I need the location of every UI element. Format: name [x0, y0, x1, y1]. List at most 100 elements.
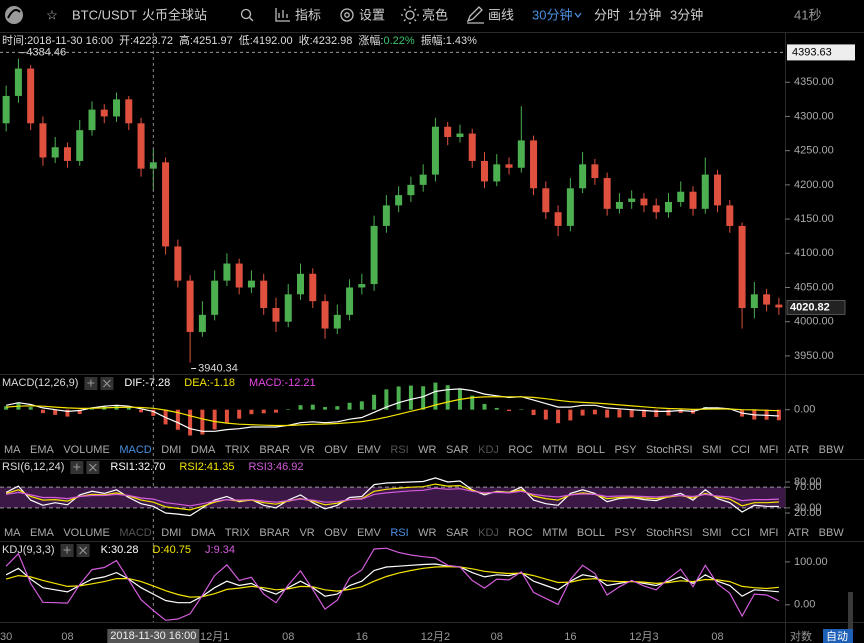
indicator-tab[interactable]: DMI [161, 527, 181, 539]
indicator-tab[interactable]: OBV [324, 527, 348, 539]
info-value: 4251.97 [193, 35, 233, 47]
indicator-line [5, 565, 779, 598]
scale-option[interactable]: 对数 [790, 629, 812, 643]
info-label: 开: [119, 35, 133, 47]
indicator-tab[interactable]: TRIX [225, 444, 251, 456]
scale-option[interactable]: 自动 [826, 630, 848, 643]
interval[interactable]: 3分钟 [670, 7, 703, 22]
indicator-tab[interactable]: BOLL [577, 527, 605, 539]
indicator-tab[interactable]: WR [418, 444, 436, 456]
indicator-tab[interactable]: VR [299, 527, 314, 539]
tool[interactable]: 亮色 [422, 7, 448, 22]
y-tick-label: 4250.00 [794, 145, 834, 157]
indicator-tab[interactable]: PSY [615, 527, 638, 539]
indicator-tab[interactable]: TRIX [225, 527, 251, 539]
indicator-tab[interactable]: DMI [161, 444, 181, 456]
indicator-tab[interactable]: EMA [30, 527, 55, 539]
indicator-tab[interactable]: BBW [819, 444, 845, 456]
info-label: 涨幅: [358, 34, 383, 47]
indicator-tab[interactable]: DMA [191, 527, 216, 539]
indicator-tab[interactable]: SAR [446, 527, 469, 539]
panel-button-icon [73, 463, 81, 471]
indicator-tab[interactable]: StochRSI [646, 444, 692, 456]
indicator-tab[interactable]: ATR [788, 444, 809, 456]
panel-button-icon [79, 546, 87, 555]
indicator-tab[interactable]: MA [4, 527, 21, 539]
legend-item: J:9.34 [205, 544, 235, 556]
interval-active[interactable]: 30分钟 [532, 7, 572, 22]
histogram-bar [249, 409, 254, 415]
histogram-bar [384, 389, 389, 410]
x-tick-label: 08 [282, 631, 294, 643]
last-price-box [786, 299, 846, 315]
tool[interactable]: 指标 [295, 7, 321, 22]
candle-body [174, 246, 182, 281]
indicator-tab[interactable]: ROC [508, 444, 533, 456]
indicator-tab[interactable]: StochRSI [646, 527, 692, 539]
indicator-tab[interactable]: MACD [119, 444, 151, 456]
indicator-tab[interactable]: ATR [788, 527, 809, 539]
histogram-bar [335, 406, 340, 410]
info-label: 低: [239, 34, 253, 47]
candle-body [554, 212, 562, 226]
indicator-tab[interactable]: WR [418, 527, 436, 539]
tool[interactable]: 设置 [359, 7, 385, 22]
indicator-tab[interactable]: SMI [702, 527, 722, 539]
indicator-tab[interactable]: RSI [390, 527, 408, 539]
indicator-tab[interactable]: MFI [760, 444, 779, 456]
star-icon[interactable]: ☆ [46, 7, 58, 22]
indicator-tab[interactable]: PSY [615, 444, 638, 456]
indicator-tab[interactable]: OBV [324, 444, 348, 456]
histogram-bar [531, 409, 536, 416]
candle-body [370, 225, 378, 285]
histogram-bar [543, 409, 548, 420]
candle-body [750, 294, 758, 309]
indicator-tab[interactable]: KDJ [478, 527, 499, 539]
indicator-tab[interactable]: ROC [508, 527, 533, 539]
indicator-tab[interactable]: SAR [446, 444, 469, 456]
indicator-tab[interactable]: MFI [760, 527, 779, 539]
interval[interactable]: 1分钟 [628, 7, 661, 22]
interval[interactable]: 分时 [594, 7, 620, 22]
indicator-tab[interactable]: VOLUME [63, 527, 109, 539]
indicator-tab[interactable]: BBW [819, 527, 845, 539]
indicator-tab[interactable]: MTM [542, 527, 567, 539]
x-tick-label: 16 [356, 631, 368, 643]
panel-title: KDJ(9,3,3) [2, 544, 55, 556]
candle-body [431, 126, 439, 175]
indicator-tab[interactable]: RSI [390, 444, 408, 456]
y-tick-label: 0.00 [794, 599, 815, 611]
indicator-tab[interactable]: KDJ [478, 444, 499, 456]
indicator-tab[interactable]: EMA [30, 444, 55, 456]
indicator-tab[interactable]: BRAR [259, 527, 290, 539]
y-tick-label: 4200.00 [794, 179, 834, 191]
candle-body [738, 225, 746, 309]
indicator-tab[interactable]: MACD [119, 527, 151, 539]
candle-body [775, 304, 783, 308]
indicator-tab[interactable]: CCI [731, 444, 750, 456]
indicator-tab[interactable]: BRAR [259, 444, 290, 456]
panel-title: MACD(12,26,9) [2, 377, 78, 389]
indicator-tab[interactable]: EMV [357, 444, 382, 456]
exchange[interactable]: 火币全球站 [142, 7, 207, 22]
candle-body [346, 287, 354, 315]
scrollbar[interactable] [848, 592, 853, 643]
y-tick-label: 70.00 [794, 481, 822, 493]
candle-body [664, 201, 672, 213]
indicator-tab[interactable]: EMV [357, 527, 382, 539]
theme-icon [405, 10, 415, 20]
tool[interactable]: 画线 [488, 7, 514, 22]
info-value: 2018-11-30 16:00 [27, 35, 113, 47]
histogram-bar [764, 409, 769, 420]
search-icon[interactable] [240, 8, 252, 20]
indicator-tab[interactable]: MTM [542, 444, 567, 456]
indicator-tab[interactable]: DMA [191, 444, 216, 456]
indicator-tab[interactable]: MA [4, 444, 21, 456]
indicator-tab[interactable]: BOLL [577, 444, 605, 456]
indicator-tab[interactable]: VR [299, 444, 314, 456]
indicator-tab[interactable]: SMI [702, 444, 722, 456]
indicator-tab[interactable]: CCI [731, 527, 750, 539]
symbol[interactable]: BTC/USDT [72, 7, 137, 22]
candle-body [615, 201, 623, 209]
indicator-tab[interactable]: VOLUME [63, 444, 109, 456]
